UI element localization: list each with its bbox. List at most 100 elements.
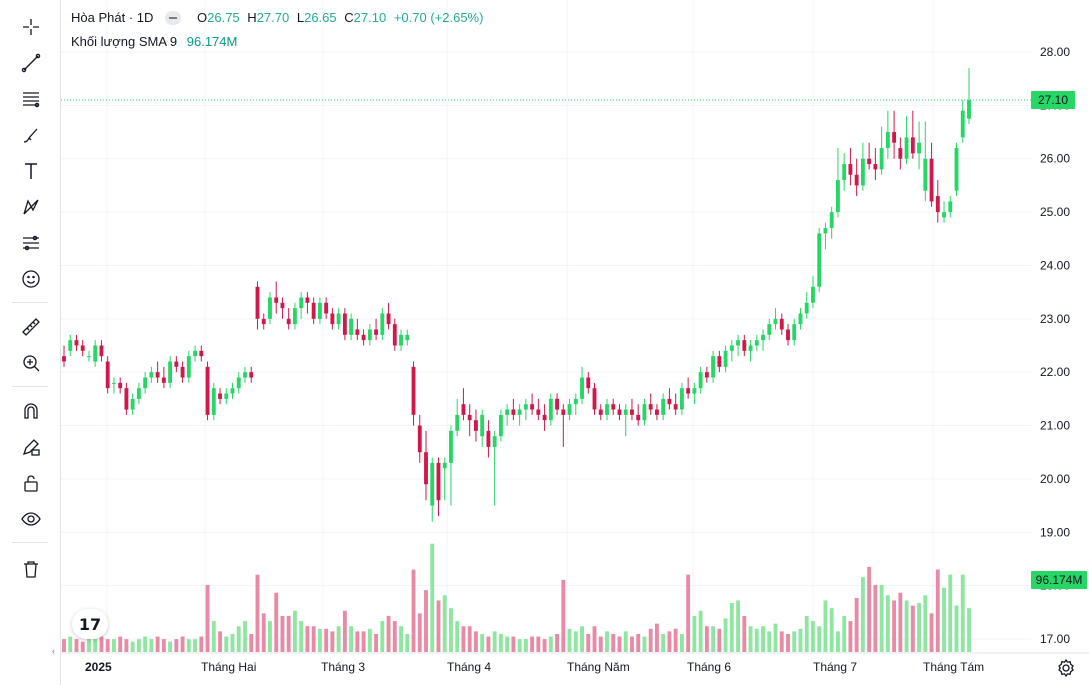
volume-bar — [773, 623, 778, 652]
candle-body — [636, 414, 641, 421]
candle-body — [367, 329, 372, 341]
zoom-in-icon[interactable] — [15, 348, 47, 378]
candle-body — [954, 148, 959, 191]
candle-body — [349, 318, 354, 335]
candle-body — [199, 350, 204, 357]
brush-icon[interactable] — [15, 120, 47, 150]
candle-body — [424, 452, 428, 485]
volume-bar — [442, 595, 447, 652]
volume-bar — [436, 600, 441, 652]
candle-body — [842, 164, 847, 181]
candle-body — [243, 372, 247, 378]
volume-bar — [130, 641, 135, 652]
volume-bar — [729, 603, 734, 652]
lock-icon[interactable] — [15, 468, 47, 498]
volume-bar — [954, 605, 959, 652]
candle-body — [717, 356, 722, 367]
candle-body — [548, 398, 553, 421]
text-icon[interactable] — [15, 156, 47, 186]
candle-body — [186, 356, 191, 378]
symbol-legend[interactable]: Hòa Phát · 1D — [71, 10, 153, 25]
high-label: H — [247, 10, 257, 25]
candle-body — [336, 313, 341, 325]
candle-body — [180, 366, 185, 378]
chevron-left-icon[interactable]: ‹ — [52, 646, 55, 656]
trend-line-icon[interactable] — [15, 48, 47, 78]
candle-body — [155, 372, 160, 378]
volume-bar — [361, 631, 366, 652]
volume-bar — [268, 621, 272, 652]
candle-body — [249, 372, 254, 378]
candle-body — [511, 409, 516, 415]
fib-icon[interactable] — [15, 84, 47, 114]
forecast-icon[interactable] — [15, 228, 47, 258]
volume-bar — [218, 631, 222, 652]
volume-bar — [292, 610, 297, 652]
candle-body — [892, 132, 897, 143]
candle-body — [230, 388, 235, 394]
eye-icon[interactable] — [15, 504, 47, 534]
trash-icon[interactable] — [15, 554, 47, 584]
volume-bar — [829, 608, 834, 652]
collapse-legend-button[interactable] — [165, 11, 181, 25]
price-tick-label: 19.00 — [1040, 525, 1070, 539]
candle-body — [68, 340, 73, 351]
candle-body — [573, 398, 578, 405]
candle-body — [523, 404, 528, 410]
candle-body — [748, 345, 753, 351]
volume-bar — [910, 605, 915, 652]
candle-body — [555, 398, 560, 410]
candle-body — [792, 324, 797, 341]
volume-legend[interactable]: Khối lượng SMA 9 96.174M — [71, 34, 237, 49]
ruler-icon[interactable] — [15, 312, 47, 342]
candle-body — [193, 350, 198, 357]
candle-body — [829, 212, 834, 229]
tradingview-logo[interactable]: 17 — [72, 609, 108, 639]
volume-bar — [898, 592, 903, 652]
price-tick-label: 24.00 — [1040, 258, 1070, 272]
volume-bar — [211, 621, 216, 652]
emoji-icon[interactable] — [15, 264, 47, 294]
candle-body — [542, 414, 547, 421]
price-tick-label: 21.00 — [1040, 419, 1070, 433]
volume-bar — [105, 639, 110, 652]
candle-body — [505, 409, 510, 415]
volume-bar — [330, 631, 335, 652]
volume-bar — [798, 628, 803, 652]
candle-body — [149, 372, 154, 378]
volume-bar — [542, 639, 547, 652]
volume-bar — [430, 543, 435, 652]
volume-bar — [679, 633, 684, 652]
volume-bar — [380, 621, 385, 652]
volume-bar — [654, 623, 659, 652]
pattern-icon[interactable] — [15, 192, 47, 222]
pencil-lock-icon[interactable] — [15, 432, 47, 462]
volume-bar — [317, 628, 322, 652]
candle-body — [299, 297, 304, 309]
candle-body — [667, 398, 672, 405]
candle-body — [218, 393, 222, 399]
volume-bar — [274, 592, 279, 652]
volume-bar — [948, 574, 953, 652]
gear-icon[interactable] — [1056, 658, 1076, 678]
volume-bar — [935, 569, 940, 652]
candle-body — [105, 361, 110, 389]
volume-legend-value: 96.174M — [186, 34, 238, 49]
volume-bar — [374, 633, 379, 652]
volume-bar — [617, 636, 622, 652]
volume-bar — [193, 639, 198, 652]
crosshair-icon[interactable] — [15, 12, 47, 42]
candle-body — [417, 425, 422, 453]
price-tick-label: 23.00 — [1040, 312, 1070, 326]
volume-bar — [305, 626, 310, 652]
candle-body — [617, 409, 622, 415]
volume-bar — [168, 641, 173, 652]
volume-bar — [186, 639, 191, 652]
magnet-icon[interactable] — [15, 396, 47, 426]
candle-body — [411, 366, 416, 415]
candle-body — [286, 318, 291, 325]
volume-bar — [842, 615, 847, 652]
price-chart[interactable]: 28.0027.0026.0025.0024.0023.0022.0021.00… — [61, 0, 1089, 685]
symbol-name: Hòa Phát — [71, 10, 126, 25]
volume-bar — [467, 626, 472, 652]
